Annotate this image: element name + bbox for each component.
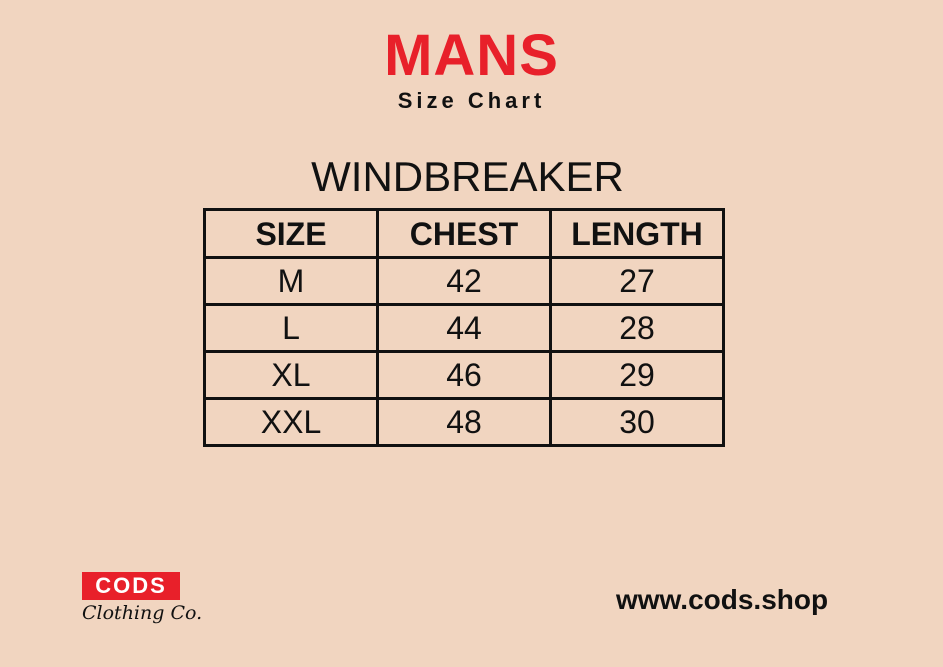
column-header: LENGTH: [549, 208, 725, 259]
table-row: XXL 48 30: [203, 397, 725, 447]
website-url: www.cods.shop: [616, 584, 829, 615]
table-row: M 42 27: [203, 256, 725, 306]
table-cell: 28: [549, 303, 725, 353]
table-cell: 30: [549, 397, 725, 447]
column-header: SIZE: [203, 208, 379, 259]
table-cell: M: [203, 256, 379, 306]
table-cell: XL: [203, 350, 379, 400]
table-cell: L: [203, 303, 379, 353]
table-cell: 27: [549, 256, 725, 306]
brand-tagline: Clothing Co.: [82, 602, 203, 624]
page-subtitle: Size Chart: [397, 88, 546, 113]
table-cell: 42: [376, 256, 552, 306]
table-header-row: SIZE CHEST LENGTH: [203, 208, 725, 259]
page-title: MANS: [384, 23, 559, 88]
table-cell: 46: [376, 350, 552, 400]
column-header: CHEST: [376, 208, 552, 259]
brand-logo: CODS: [82, 572, 180, 600]
table-cell: 29: [549, 350, 725, 400]
table-cell: 44: [376, 303, 552, 353]
table-cell: 48: [376, 397, 552, 447]
table-row: L 44 28: [203, 303, 725, 353]
table-cell: XXL: [203, 397, 379, 447]
product-name: WINDBREAKER: [311, 153, 624, 200]
table-row: XL 46 29: [203, 350, 725, 400]
size-table: SIZE CHEST LENGTH M 42 27 L 44 28 XL 46 …: [203, 208, 725, 447]
